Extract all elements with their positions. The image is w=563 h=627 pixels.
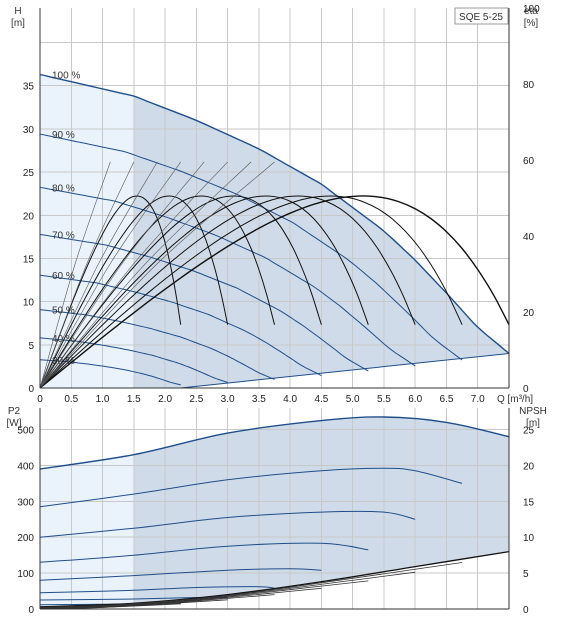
efficiency-curve [39,195,275,389]
head-curve-70 [39,233,369,372]
y2-tick-label: 40 [523,232,535,243]
y2-tick-label: 100 [523,4,540,15]
y-tick-label: 25 [23,168,35,179]
x-tick-label: 2.5 [189,394,203,405]
power-curve [39,542,369,563]
x-tick-label: 6.0 [408,394,422,405]
speed-label: 70 % [52,230,75,241]
npsh-tick-label: 15 [523,497,535,508]
y-axis-title: H [14,6,21,17]
model-badge-box [454,7,509,25]
efficiency-curve [39,195,229,389]
y-tick-label: 10 [23,298,35,309]
model-badge: SQE 5-25 [459,12,503,23]
efficiency-seed-line [39,161,252,389]
x-axis-unit: Q [m³/h] [497,394,533,405]
efficiency-seed-line [39,161,135,389]
y-axis-unit: [m] [11,18,25,29]
efficiency-seed-line [39,161,111,389]
p2-tick-label: 0 [28,605,34,616]
npsh-curve-reduced [39,562,463,608]
y2-tick-label: 20 [523,308,535,319]
y2-tick-label: 80 [523,80,535,91]
p2-tick-label: 200 [17,533,34,544]
p2-tick-label: 100 [17,569,34,580]
y-tick-label: 30 [23,125,35,136]
min-limit-line [180,352,510,389]
x-tick-label: 5.0 [346,394,360,405]
p2-axis-unit: [W] [7,418,22,429]
npsh-tick-label: 0 [523,605,529,616]
npsh-tick-label: 5 [523,569,529,580]
head-curve-30 [39,359,181,386]
head-curve-40 [39,337,228,383]
power-curve [39,416,510,470]
y2-tick-label: 0 [523,384,529,395]
head-curve-50 [39,309,275,380]
p2-axis-title: P2 [8,406,21,417]
efficiency-curve [39,195,322,389]
power-low-flow-region [40,454,134,609]
x-tick-label: 5.5 [377,394,391,405]
efficiency-seed-line [39,161,228,389]
efficiency-seed-line [39,161,181,389]
npsh-tick-label: 10 [523,533,535,544]
speed-label: 60 % [52,271,75,282]
p2-tick-label: 300 [17,497,34,508]
npsh-axis-title: NPSH [519,406,547,417]
power-curve [39,586,275,594]
y2-axis-unit: [%] [524,18,539,29]
npsh-tick-label: 25 [523,426,535,437]
x-tick-label: 4.0 [283,394,297,405]
speed-label: 50 % [52,306,75,317]
p2-tick-label: 500 [17,426,34,437]
speed-label: 90 % [52,130,75,141]
x-tick-label: 0 [37,394,43,405]
y2-tick-label: 60 [523,156,535,167]
x-tick-label: 6.5 [440,394,454,405]
low-flow-region [40,74,134,388]
efficiency-curve [39,195,416,389]
x-tick-label: 3.0 [221,394,235,405]
npsh-axis-unit: [m] [526,418,540,429]
y-tick-label: 0 [28,384,34,395]
npsh-curve-reduced [39,571,416,608]
y-tick-label: 15 [23,254,35,265]
head-curve-60 [39,274,322,377]
efficiency-seed-line [39,161,158,389]
y-tick-label: 5 [28,341,34,352]
power-curve [39,467,463,508]
x-tick-label: 1.5 [127,394,141,405]
x-tick-label: 1.0 [96,394,110,405]
x-tick-label: 2.0 [158,394,172,405]
power-curve [39,510,416,538]
operating-region [40,74,509,388]
x-tick-label: 4.5 [314,394,328,405]
speed-label: 100 % [52,71,80,82]
speed-label: 80 % [52,183,75,194]
efficiency-curve [39,195,369,389]
power-curve [39,568,322,581]
y-tick-label: 20 [23,211,35,222]
y-tick-label: 35 [23,82,35,93]
efficiency-seed-line [39,161,205,389]
p2-tick-label: 400 [17,461,34,472]
efficiency-curve [39,195,463,389]
x-tick-label: 0.5 [64,394,78,405]
head-curve-80 [39,186,416,367]
x-tick-label: 3.5 [252,394,266,405]
efficiency-seed-line [39,161,275,389]
x-tick-label: 7.0 [471,394,485,405]
npsh-tick-label: 20 [523,461,535,472]
head-curve-100 [39,73,510,355]
npsh-curve [39,550,510,608]
head-curve-90 [39,133,463,361]
efficiency-curve [39,195,510,389]
y2-axis-title: eta [524,6,538,17]
